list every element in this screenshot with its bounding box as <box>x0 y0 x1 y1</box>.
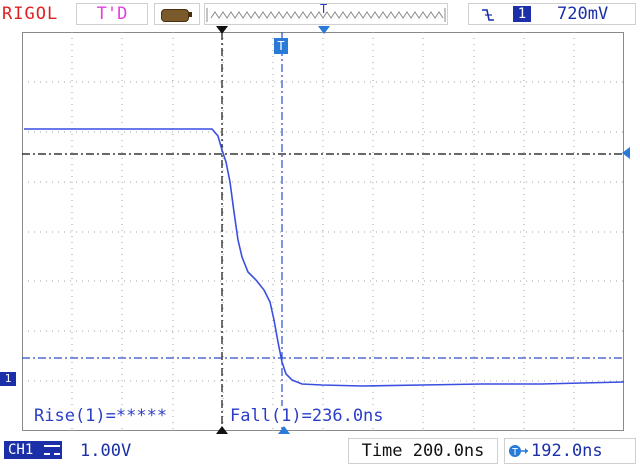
waveform-grid <box>22 32 624 431</box>
ch1-label[interactable]: CH1 <box>4 441 62 459</box>
ch1-waveform <box>24 128 624 387</box>
ch1-ground-marker[interactable]: 1 <box>0 372 16 386</box>
trigger-source-badge: 1 <box>513 6 531 22</box>
trigger-marker-tag: T <box>274 38 288 54</box>
trigger-position-marker: T <box>320 4 327 16</box>
trigger-status: T'D <box>76 3 148 25</box>
rise-time-measurement: Rise(1)=***** <box>34 406 168 426</box>
brand-logo: RIGOL <box>2 4 59 24</box>
trigger-info[interactable]: 1 720mV <box>468 3 636 25</box>
trigger-time-arrow-icon <box>216 26 228 34</box>
ch1-scale: 1.00V <box>80 441 132 461</box>
falling-edge-icon <box>482 9 494 21</box>
ch1-label-text: CH1 <box>8 442 34 458</box>
trigger-level-arrow-icon <box>622 147 630 159</box>
trigger-offset-icon: T <box>509 445 528 458</box>
time-position-bar[interactable]: T <box>204 2 448 25</box>
horizontal-position-arrow-icon <box>318 26 330 34</box>
trigger-offset-value: 192.0ns <box>531 441 603 461</box>
timebase-overview-icon: T <box>206 2 446 22</box>
trigger-time-bottom-arrow-icon <box>216 426 228 434</box>
dc-coupling-icon <box>43 445 60 455</box>
time-scale[interactable]: Time 200.0ns <box>348 438 498 464</box>
trigger-offset[interactable]: T 192.0ns <box>504 438 636 464</box>
svg-text:T: T <box>512 447 518 458</box>
memory-depth-icon <box>154 3 200 25</box>
trigger-level: 720mV <box>557 4 609 24</box>
waveform-display[interactable]: T Rise(1)=***** Fall(1)=236.0ns <box>22 32 624 431</box>
cursor-bottom-arrow-icon <box>278 426 290 434</box>
fall-time-measurement: Fall(1)=236.0ns <box>230 406 384 426</box>
